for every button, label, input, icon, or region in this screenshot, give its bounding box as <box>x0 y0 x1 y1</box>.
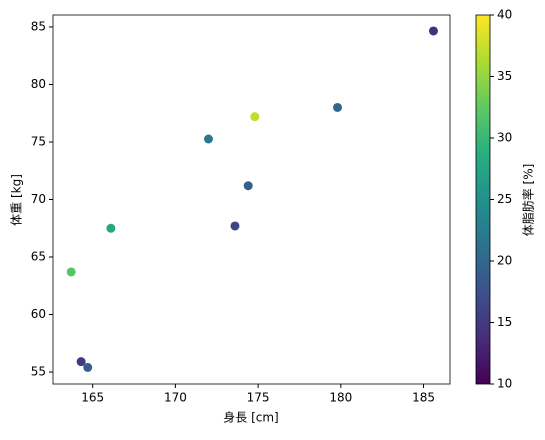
point <box>333 102 343 112</box>
point <box>203 134 213 144</box>
colorbar-tick-label: 10 <box>497 377 512 391</box>
point <box>66 267 76 277</box>
x-tick-label: 170 <box>164 391 187 405</box>
colorbar <box>475 14 491 385</box>
y-tick-label: 80 <box>31 77 46 91</box>
x-tick-label: 180 <box>329 391 352 405</box>
y-tick-label: 65 <box>31 250 46 264</box>
x-axis-label: 身長 [cm] <box>223 410 278 425</box>
y-tick-label: 85 <box>31 19 46 33</box>
x-tick-label: 165 <box>81 391 104 405</box>
y-tick-label: 75 <box>31 134 46 148</box>
point <box>106 223 116 233</box>
y-tick-label: 60 <box>31 307 46 321</box>
colorbar-label: 体脂肪率 [%] <box>521 164 536 237</box>
point <box>250 112 260 122</box>
y-axis-label: 体重 [kg] <box>10 174 24 226</box>
x-tick-label: 185 <box>412 391 435 405</box>
plot-frame <box>52 14 451 385</box>
point <box>243 181 253 191</box>
colorbar-tick-label: 40 <box>497 8 512 22</box>
point <box>230 221 240 231</box>
y-tick-label: 70 <box>31 192 46 206</box>
point <box>76 357 86 367</box>
colorbar-tick-label: 20 <box>497 254 512 268</box>
colorbar-tick-label: 30 <box>497 131 512 145</box>
colorbar-tick-label: 25 <box>497 192 512 206</box>
x-tick-label: 175 <box>247 391 270 405</box>
point <box>428 26 438 36</box>
point <box>83 362 93 372</box>
colorbar-tick-label: 15 <box>497 315 512 329</box>
y-tick-label: 55 <box>31 365 46 379</box>
colorbar-tick-label: 35 <box>497 69 512 83</box>
